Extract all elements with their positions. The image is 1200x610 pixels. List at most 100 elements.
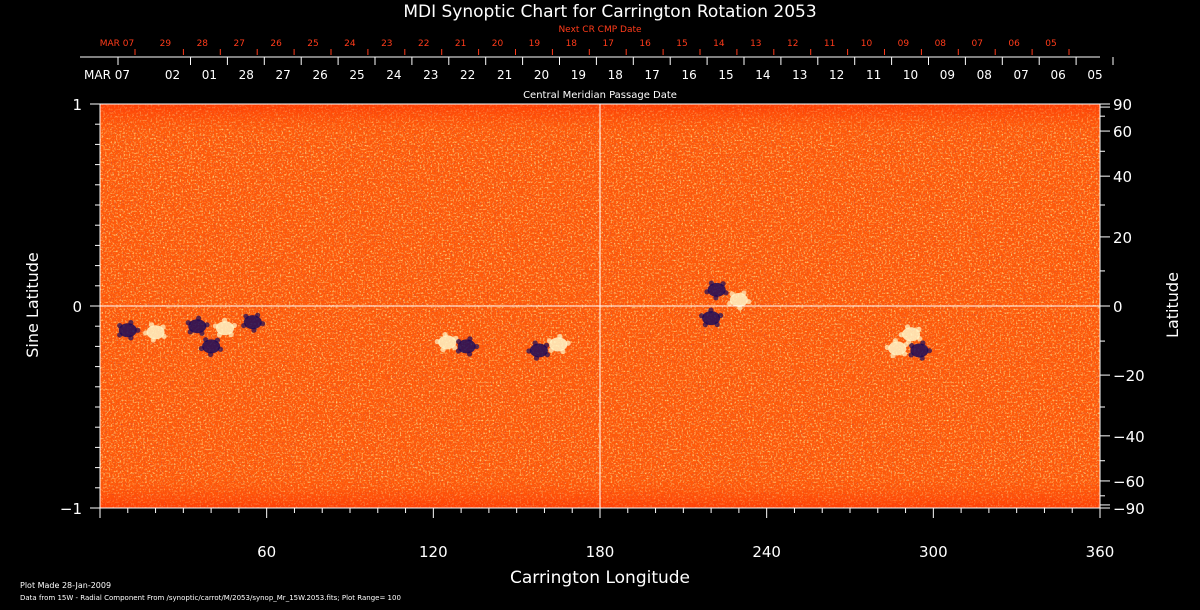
active-region-speck [908, 352, 914, 358]
cmp-tick-label: 20 [534, 68, 549, 82]
y-right-tick-label: 90 [1113, 96, 1132, 114]
cmp-tick-label: 05 [1087, 68, 1102, 82]
cmp-tick-label: 02 [165, 68, 180, 82]
active-region-positive [434, 331, 459, 353]
next-cmp-tick-label: 24 [344, 39, 356, 49]
next-cmp-tick-label: 12 [787, 39, 798, 49]
active-region-core [202, 339, 221, 354]
next-cmp-tick-label: 29 [160, 39, 172, 49]
active-region-speck [456, 338, 462, 345]
active-region-speck [746, 299, 752, 305]
active-region-positive [546, 333, 571, 355]
active-region-core [438, 335, 457, 350]
next-cmp-tick-label: 26 [270, 39, 282, 49]
active-region-speck [727, 300, 733, 306]
active-region-speck [737, 305, 743, 311]
active-region-speck [560, 348, 566, 355]
y-left-tick-label: −1 [60, 500, 82, 518]
x-axis-label: Carrington Longitude [510, 568, 690, 588]
active-region-speck [185, 320, 191, 326]
cmp-tick-label: 11 [866, 68, 881, 82]
y-right-tick-label: 40 [1113, 168, 1132, 186]
active-region-speck [926, 348, 933, 354]
active-region-speck [434, 338, 440, 345]
active-region-speck [713, 295, 719, 301]
active-region-speck [698, 313, 705, 319]
active-region-speck [729, 291, 735, 297]
active-region-speck [890, 353, 896, 359]
next-cmp-tick-label: 08 [935, 39, 947, 49]
active-region-speck [251, 327, 257, 333]
cmp-tick-label: 24 [386, 68, 401, 82]
active-region-speck [455, 348, 462, 354]
next-cmp-tick-label: MAR 07 [100, 39, 135, 49]
cmp-tick-label: 07 [1014, 68, 1029, 82]
active-region-speck [259, 321, 266, 327]
active-region-core [529, 343, 548, 358]
active-region-speck [217, 346, 224, 352]
active-region-speck [904, 324, 911, 330]
active-region-speck [196, 315, 202, 321]
next-cmp-tick-label: 05 [1045, 39, 1056, 49]
active-region-speck [228, 331, 234, 338]
active-region-negative [198, 337, 224, 357]
active-region-negative [185, 315, 210, 336]
active-region-speck [916, 326, 922, 332]
active-region-speck [149, 322, 155, 328]
next-cmp-tick-label: 16 [639, 39, 651, 49]
active-region-speck [544, 352, 550, 358]
cmp-tick-label: 25 [349, 68, 364, 82]
active-region-core [549, 337, 568, 352]
active-region-core [146, 325, 165, 340]
cmp-tick-label: 01 [202, 68, 217, 82]
next-cmp-tick-label: 23 [381, 39, 392, 49]
active-region-speck [117, 332, 123, 338]
active-region-positive [898, 324, 923, 345]
active-region-speck [916, 336, 923, 342]
active-region-speck [920, 340, 926, 346]
x-tick-label: 120 [419, 543, 448, 561]
active-region-speck [905, 339, 912, 345]
active-region-speck [255, 312, 261, 318]
active-region-speck [526, 348, 532, 354]
active-region-speck [717, 312, 724, 319]
active-region-core [216, 321, 234, 336]
active-region-core [243, 315, 262, 330]
active-region-negative [704, 280, 729, 301]
plot-made-note: Plot Made 28-Jan-2009 [20, 581, 111, 590]
next-cmp-tick-label: 28 [197, 39, 209, 49]
active-region-negative [526, 340, 550, 361]
active-region-speck [466, 351, 473, 357]
active-region-speck [708, 307, 714, 313]
active-region-speck [898, 332, 904, 338]
active-region-speck [135, 327, 141, 333]
active-region-positive [142, 322, 167, 343]
active-region-speck [160, 324, 166, 330]
next-cmp-tick-label: 11 [824, 39, 835, 49]
y-right-tick-label: 0 [1113, 298, 1123, 316]
cmp-tick-label: 17 [645, 68, 660, 82]
active-region-speck [557, 333, 563, 340]
active-region-speck [231, 322, 237, 329]
active-region-speck [474, 343, 480, 350]
next-axis-label: Next CR CMP Date [558, 25, 642, 35]
active-region-speck [720, 281, 726, 287]
cmp-tick-label: 22 [460, 68, 475, 82]
x-tick-label: 360 [1086, 543, 1115, 561]
next-cmp-tick-label: 14 [713, 39, 725, 49]
x-tick-label: 240 [752, 543, 781, 561]
active-region-core [888, 341, 907, 356]
x-tick-label: 60 [257, 543, 276, 561]
active-region-speck [212, 323, 218, 329]
active-region-speck [187, 329, 193, 335]
y-right-tick-label: −40 [1113, 428, 1145, 446]
axes: 60 120 180 240 300 36010−1906040200−20−40−60−… [60, 39, 1145, 561]
cmp-tick-label: 18 [608, 68, 623, 82]
next-cmp-tick-label: 21 [455, 39, 466, 49]
active-region-speck [442, 331, 448, 338]
chart-title: MDI Synoptic Chart for Carrington Rotati… [403, 2, 816, 22]
active-region-positive [727, 290, 752, 311]
cmp-tick-label: 16 [681, 68, 696, 82]
active-region-positive [884, 337, 909, 359]
